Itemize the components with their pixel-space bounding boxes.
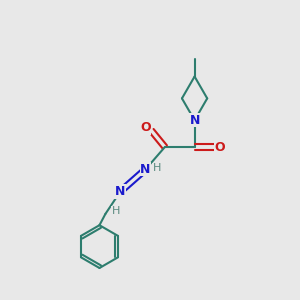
Text: H: H [153,163,161,173]
Text: N: N [189,114,200,127]
Text: N: N [140,163,151,176]
Text: H: H [112,206,120,216]
Text: O: O [214,140,225,154]
Text: O: O [140,121,151,134]
Text: N: N [115,185,125,198]
